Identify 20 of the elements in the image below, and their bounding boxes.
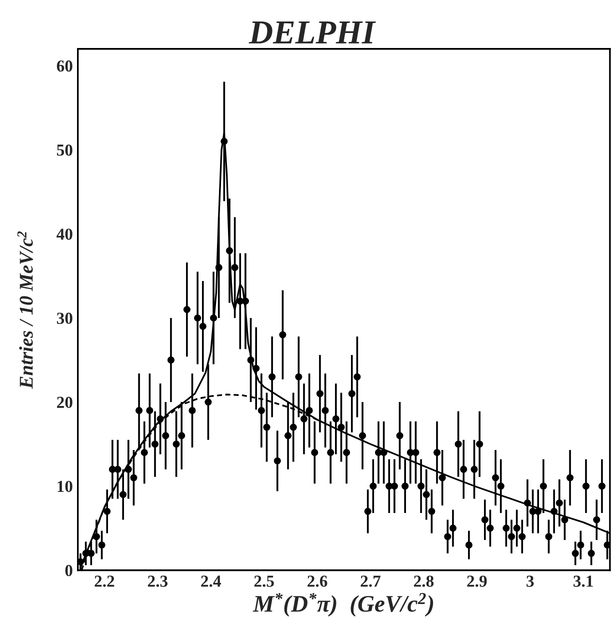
x-tick-label: 2.6: [308, 576, 328, 587]
chart-title: DELPHI: [248, 22, 376, 44]
x-tick-label: 2.3: [148, 576, 168, 587]
y-axis-title: Entries / 10 MeV/c$^{2}$: [17, 231, 33, 389]
y-tick-label: 10: [58, 480, 72, 492]
x-tick-label: 2.2: [94, 576, 114, 587]
y-tick-label: 30: [56, 312, 72, 324]
x-tick-label: 3.1: [574, 576, 593, 587]
x-tick-label: 2.8: [414, 576, 434, 587]
y-tick-label: 20: [57, 396, 72, 408]
x-tick-label: 2.5: [254, 576, 274, 587]
y-tick-label: 60: [56, 60, 72, 72]
x-tick-label: 2.7: [360, 576, 381, 587]
x-tick-label: 2.4: [201, 576, 221, 587]
y-tick-label: 0: [65, 564, 72, 576]
x-tick-label: 2.9: [467, 576, 487, 587]
x-axis-title: M$^{*}$(D$^{*}$π) (GeV/c$^{2}$): [252, 592, 434, 617]
y-tick-label: 50: [56, 144, 72, 156]
x-tick-label: 3: [526, 576, 534, 587]
y-tick-label: 40: [56, 228, 72, 240]
